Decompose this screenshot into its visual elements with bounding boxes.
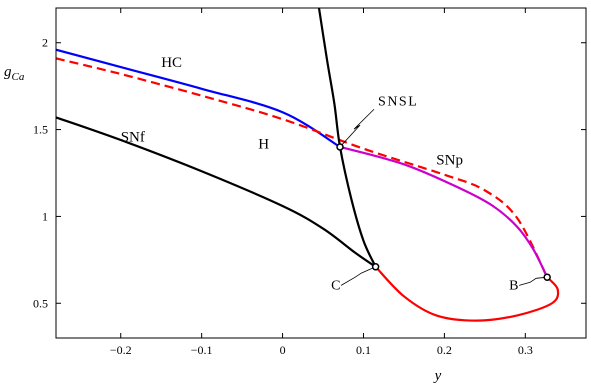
series-line-h xyxy=(56,57,549,278)
plot-frame xyxy=(55,7,587,339)
point-label-c: C xyxy=(331,278,340,293)
curve-label-hc: HC xyxy=(161,55,182,71)
series-line-snf xyxy=(56,116,377,268)
y-tick-label: 1 xyxy=(42,209,48,223)
point-label-b: B xyxy=(509,278,518,293)
x-tick-label: 0.3 xyxy=(518,343,533,357)
curves-layer xyxy=(56,8,560,322)
leader-line-c xyxy=(340,266,376,286)
point-marker-snsl xyxy=(336,143,344,151)
y-axis-label-sub: Ca xyxy=(12,71,25,83)
series-line-hc xyxy=(56,48,341,148)
markers-layer xyxy=(336,108,551,286)
y-axis-label-main: g xyxy=(4,64,12,80)
x-tick-label: −0.1 xyxy=(191,343,213,357)
point-label-snsl: SNSL xyxy=(378,94,418,109)
x-tick-label: 0 xyxy=(280,343,286,357)
curve-label-snf: SNf xyxy=(121,130,145,146)
curve-label-h: H xyxy=(258,137,269,153)
labels-layer: HC H SNf SNp SNSL C B xyxy=(121,55,519,293)
point-marker-b xyxy=(543,273,551,281)
x-axis-label: y xyxy=(433,368,442,384)
leader-line-snsl xyxy=(339,108,375,148)
series-line-snp xyxy=(339,145,549,278)
y-tick-label: 1.5 xyxy=(33,123,48,137)
curve-label-snp: SNp xyxy=(436,152,463,168)
y-tick-label: 0.5 xyxy=(33,296,48,310)
point-marker-c xyxy=(371,263,380,271)
series-line-segment-5 xyxy=(374,266,560,322)
x-tick-label: 0.1 xyxy=(356,343,371,357)
leader-line-b xyxy=(519,276,548,286)
ticks-layer: −0.2 −0.1 0 0.1 0.2 0.3 0.5 1 1.5 2 xyxy=(33,8,586,357)
x-tick-label: 0.2 xyxy=(437,343,452,357)
y-axis-label: gCa xyxy=(4,64,25,83)
y-tick-label: 2 xyxy=(42,36,48,50)
x-tick-label: −0.2 xyxy=(110,343,132,357)
